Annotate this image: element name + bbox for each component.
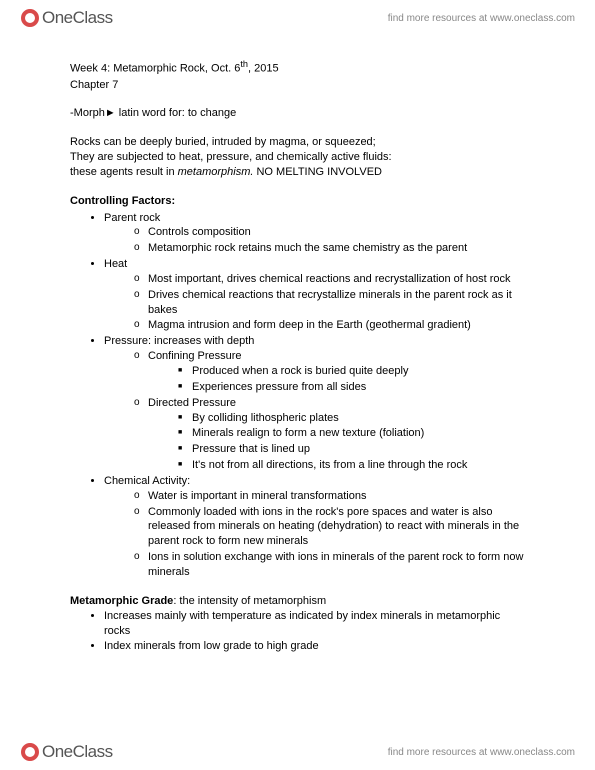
item-label: Heat	[104, 258, 127, 270]
page-header: OneClass find more resources at www.onec…	[0, 0, 595, 36]
list-item: Pressure: increases with depth Confining…	[104, 334, 525, 473]
doc-title: Week 4: Metamorphic Rock, Oct. 6th, 2015	[70, 58, 525, 77]
sub-item: Commonly loaded with ions in the rock's …	[134, 505, 525, 550]
sub-list: Controls composition Metamorphic rock re…	[104, 225, 525, 256]
list-item: Chemical Activity: Water is important in…	[104, 474, 525, 580]
sub-list: Most important, drives chemical reaction…	[104, 272, 525, 333]
title-suffix: , 2015	[248, 63, 279, 75]
grade-block: Metamorphic Grade: the intensity of meta…	[70, 594, 525, 654]
subsub-item: Produced when a rock is buried quite dee…	[178, 364, 525, 379]
footer-link-text: find more resources at www.oneclass.com	[388, 747, 575, 758]
item-label: Parent rock	[104, 212, 160, 224]
title-super: th	[240, 59, 248, 69]
intro-l3b: metamorphism.	[178, 166, 254, 178]
intro-l3a: these agents result in	[70, 166, 178, 178]
document-body: Week 4: Metamorphic Rock, Oct. 6th, 2015…	[0, 36, 595, 654]
chapter-line: Chapter 7	[70, 78, 525, 93]
sub-item: Directed Pressure By colliding lithosphe…	[134, 396, 525, 473]
intro-line-1: Rocks can be deeply buried, intruded by …	[70, 135, 525, 150]
sub-item: Most important, drives chemical reaction…	[134, 272, 525, 287]
list-item: Heat Most important, drives chemical rea…	[104, 257, 525, 333]
list-item: Index minerals from low grade to high gr…	[104, 639, 525, 654]
sub-item: Magma intrusion and form deep in the Ear…	[134, 318, 525, 333]
logo-icon	[20, 8, 40, 28]
subsub-item: Minerals realign to form a new texture (…	[178, 426, 525, 441]
page-footer: OneClass find more resources at www.onec…	[0, 734, 595, 770]
brand-name: OneClass	[42, 8, 113, 28]
sub-item: Drives chemical reactions that recrystal…	[134, 288, 525, 318]
subsub-item: By colliding lithospheric plates	[178, 411, 525, 426]
grade-heading: Metamorphic Grade	[70, 595, 173, 607]
intro-line-2: They are subjected to heat, pressure, an…	[70, 150, 525, 165]
subsub-item: Pressure that is lined up	[178, 442, 525, 457]
grade-list: Increases mainly with temperature as ind…	[70, 609, 525, 655]
subsub-item: Experiences pressure from all sides	[178, 380, 525, 395]
list-item: Parent rock Controls composition Metamor…	[104, 211, 525, 257]
grade-heading-line: Metamorphic Grade: the intensity of meta…	[70, 594, 525, 609]
subsub-item: It's not from all directions, its from a…	[178, 458, 525, 473]
intro-block: Rocks can be deeply buried, intruded by …	[70, 135, 525, 180]
list-item: Increases mainly with temperature as ind…	[104, 609, 525, 639]
brand-name: OneClass	[42, 742, 113, 762]
sub-item: Ions in solution exchange with ions in m…	[134, 550, 525, 580]
intro-line-3: these agents result in metamorphism. NO …	[70, 165, 525, 180]
controlling-heading: Controlling Factors:	[70, 194, 525, 209]
sub-item-label: Confining Pressure	[148, 350, 242, 362]
intro-l3c: NO MELTING INVOLVED	[253, 166, 382, 178]
sub-item: Confining Pressure Produced when a rock …	[134, 349, 525, 395]
controlling-list: Parent rock Controls composition Metamor…	[70, 211, 525, 580]
logo-icon	[20, 742, 40, 762]
sub-list: Confining Pressure Produced when a rock …	[104, 349, 525, 473]
sub-item: Water is important in mineral transforma…	[134, 489, 525, 504]
grade-heading-tail: : the intensity of metamorphism	[173, 595, 326, 607]
brand-logo: OneClass	[20, 742, 113, 762]
sub-list: Water is important in mineral transforma…	[104, 489, 525, 580]
subsub-list: Produced when a rock is buried quite dee…	[148, 364, 525, 395]
item-label: Pressure: increases with depth	[104, 335, 254, 347]
sub-item: Metamorphic rock retains much the same c…	[134, 241, 525, 256]
header-link-text: find more resources at www.oneclass.com	[388, 13, 575, 24]
morph-line: -Morph► latin word for: to change	[70, 106, 525, 121]
subsub-list: By colliding lithospheric plates Mineral…	[148, 411, 525, 473]
sub-item: Controls composition	[134, 225, 525, 240]
sub-item-label: Directed Pressure	[148, 397, 236, 409]
title-main: Week 4: Metamorphic Rock, Oct. 6	[70, 63, 240, 75]
brand-logo: OneClass	[20, 8, 113, 28]
item-label: Chemical Activity:	[104, 475, 190, 487]
